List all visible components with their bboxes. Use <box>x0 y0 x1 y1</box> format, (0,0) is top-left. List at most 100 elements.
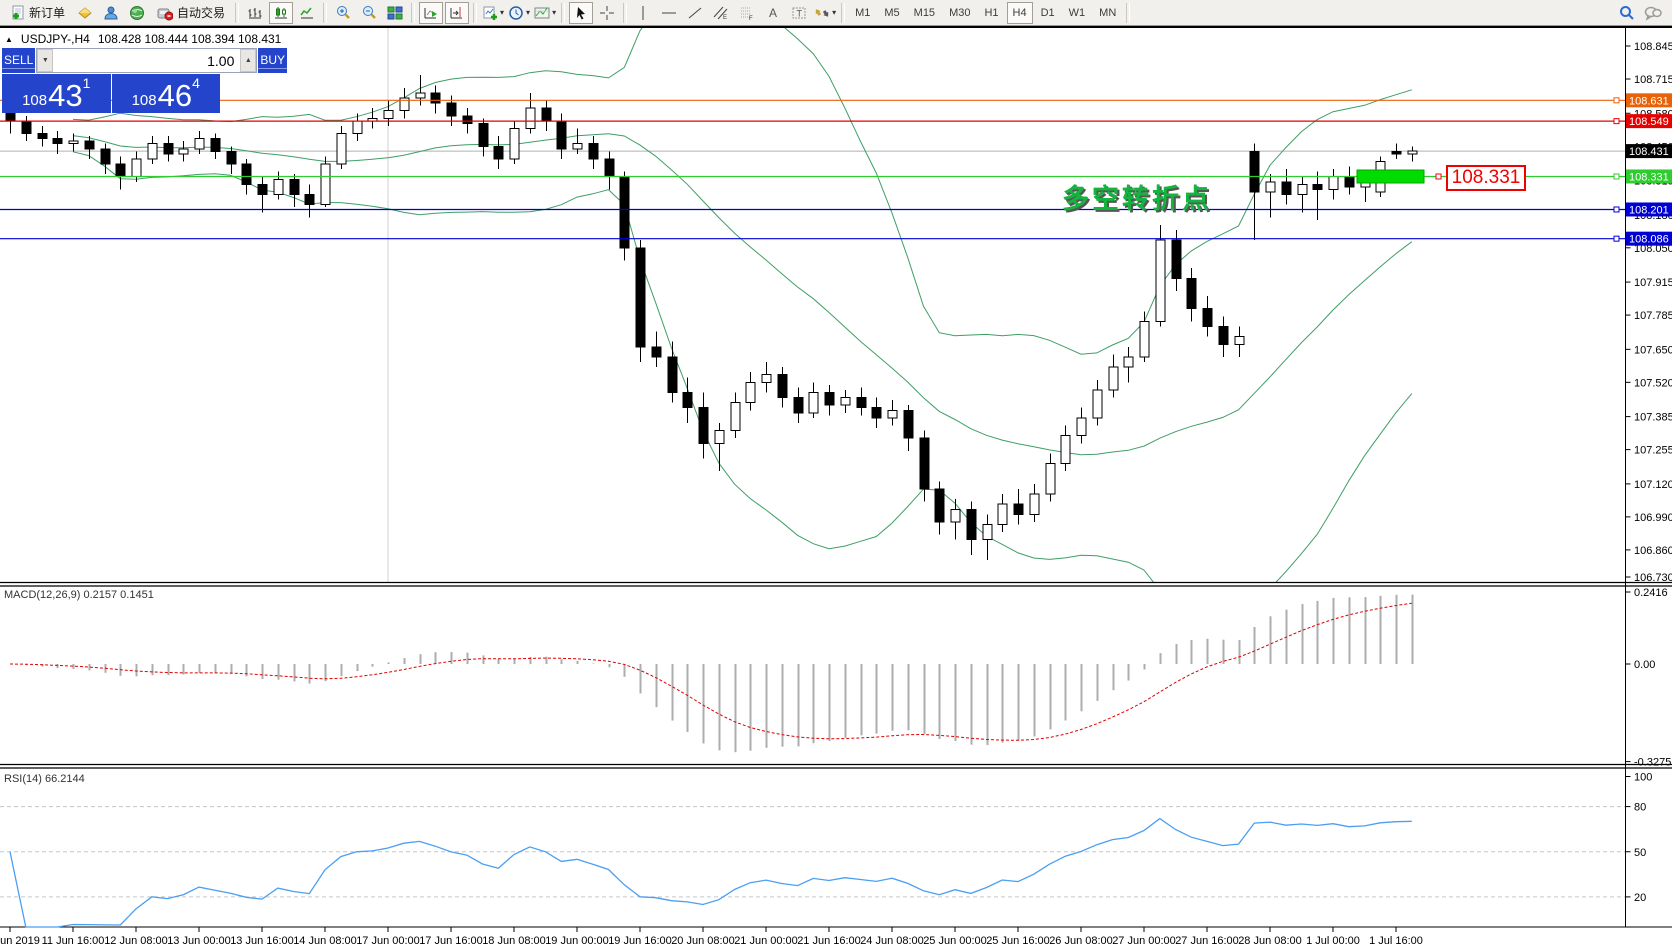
candle <box>1202 308 1213 328</box>
collapse-icon[interactable]: ▲ <box>5 34 13 44</box>
rsi-indicator-label: RSI(14) 66.2144 <box>4 773 85 785</box>
candle <box>1060 435 1071 465</box>
timeframe-mn-button[interactable]: MN <box>1099 6 1117 19</box>
candle <box>273 178 284 196</box>
candle <box>525 107 536 130</box>
macd-tick-label: 0.00 <box>1634 659 1655 671</box>
price-line-label <box>1626 93 1672 108</box>
dropdown-caret-icon: ▾ <box>552 8 557 17</box>
timeframe-w1-button[interactable]: W1 <box>1068 6 1086 19</box>
zoom-in-icon <box>337 5 350 19</box>
timeframe-m5-button[interactable]: M5 <box>884 6 900 19</box>
candle <box>698 407 709 444</box>
time-tick-label: 13 Jun 16:00 <box>230 935 294 947</box>
line-chart-button[interactable] <box>295 2 319 24</box>
buy-price-prefix: 108 <box>131 92 157 109</box>
candle <box>667 356 678 394</box>
candle <box>336 133 347 165</box>
timeframe-m1-button[interactable]: M1 <box>855 6 871 19</box>
zoom-in-button[interactable] <box>331 2 355 24</box>
buy-button[interactable]: BUY <box>258 48 288 73</box>
new-chart-button[interactable]: ▾ <box>481 2 505 24</box>
candle <box>100 148 111 165</box>
line-end-marker <box>1613 235 1620 242</box>
candle <box>1265 181 1276 193</box>
candlestick-chart-button[interactable] <box>269 1 294 24</box>
candle <box>1391 150 1402 155</box>
zoom-out-button[interactable] <box>357 2 381 24</box>
template-icon <box>534 7 550 18</box>
auto-scroll-button[interactable] <box>419 1 444 24</box>
autotrading-button[interactable]: 自动交易 <box>151 2 231 24</box>
price-chart[interactable]: 108.845108.715108.580108.450108.315108.1… <box>0 28 1672 950</box>
metaeditor-button[interactable] <box>73 2 97 24</box>
cursor-button[interactable] <box>569 1 594 24</box>
time-tick-label: 18 Jun 08:00 <box>482 935 546 947</box>
candle <box>1108 366 1119 391</box>
price-tick-label: 107.255 <box>1634 445 1672 457</box>
candle <box>919 437 930 490</box>
candle <box>1123 356 1134 368</box>
text-label-button[interactable]: T <box>787 2 811 24</box>
equidistant-channel-button[interactable]: E <box>709 2 733 24</box>
text-button[interactable]: A <box>761 2 785 24</box>
time-tick-label: 11 Jun 2019 <box>0 935 40 947</box>
candle <box>147 143 158 160</box>
candle <box>1076 417 1087 437</box>
mql5-community-icon <box>104 6 118 19</box>
macd-indicator-label: MACD(12,26,9) 0.2157 0.1451 <box>4 589 154 601</box>
template-button[interactable]: ▾ <box>533 2 557 24</box>
vertical-line-button[interactable] <box>631 2 655 24</box>
fibonacci-button[interactable]: F <box>735 2 759 24</box>
auto-scroll-icon <box>424 7 438 18</box>
price-tick-label: 108.050 <box>1634 243 1672 255</box>
buy-label: BUY <box>258 53 288 69</box>
dropdown-caret-icon: ▾ <box>526 8 531 17</box>
candle <box>226 150 237 165</box>
candle <box>777 374 788 399</box>
tile-windows-button[interactable] <box>383 2 407 24</box>
new-order-icon <box>12 5 24 19</box>
time-tick-label: 1 Jul 16:00 <box>1369 935 1423 947</box>
buy-price[interactable]: 108 46 4 <box>111 74 220 113</box>
horizontal-line-button[interactable] <box>657 2 681 24</box>
volume-increase-button[interactable]: ▲ <box>240 49 257 72</box>
price-line-label-text: 108.631 <box>1629 95 1669 107</box>
price-tag-box[interactable]: 108.331 <box>1446 165 1526 191</box>
market-button[interactable] <box>125 2 149 24</box>
new-order-button[interactable]: 新订单 <box>3 2 71 24</box>
candle <box>163 143 174 155</box>
period-button[interactable]: ▾ <box>507 2 531 24</box>
volume-input[interactable] <box>53 49 241 72</box>
bollinger-upper-band <box>72 28 1412 355</box>
timeframe-m30-button[interactable]: M30 <box>949 6 971 19</box>
svg-text:T: T <box>797 8 803 18</box>
timeframe-d1-button[interactable]: D1 <box>1040 6 1055 19</box>
symbol-header[interactable]: ▲ USDJPY-,H4 108.428 108.444 108.394 108… <box>5 32 281 46</box>
candle <box>430 92 441 104</box>
search-button[interactable] <box>1615 2 1639 24</box>
chart-shift-button[interactable] <box>445 1 470 24</box>
chart-annotation-text[interactable]: 多空转折点 <box>1062 184 1212 214</box>
sell-price[interactable]: 108 43 1 <box>2 74 111 113</box>
time-tick-label: 25 Jun 16:00 <box>986 935 1050 947</box>
trendline-button[interactable] <box>683 2 707 24</box>
timeframe-h1-button[interactable]: H1 <box>984 6 999 19</box>
price-line-label <box>1626 169 1672 184</box>
highlight-rectangle[interactable] <box>1356 169 1425 184</box>
sell-button[interactable]: SELL <box>2 48 36 73</box>
bar-chart-button[interactable] <box>243 2 267 24</box>
candle <box>1249 150 1260 193</box>
candle <box>856 397 867 409</box>
volume-decrease-button[interactable]: ▼ <box>37 49 54 72</box>
arrows-button[interactable]: ▾ <box>813 2 837 24</box>
crosshair-button[interactable] <box>595 2 619 24</box>
rsi-line <box>9 817 1412 928</box>
timeframe-h4-button[interactable]: H4 <box>1006 1 1033 24</box>
chat-button[interactable] <box>1641 2 1665 24</box>
timeframe-m15-button[interactable]: M15 <box>913 6 936 19</box>
price-line-label-text: 108.201 <box>1629 204 1669 216</box>
mql5-community-button[interactable] <box>99 2 123 24</box>
toolbar-separator <box>623 2 628 23</box>
candle <box>588 143 599 160</box>
